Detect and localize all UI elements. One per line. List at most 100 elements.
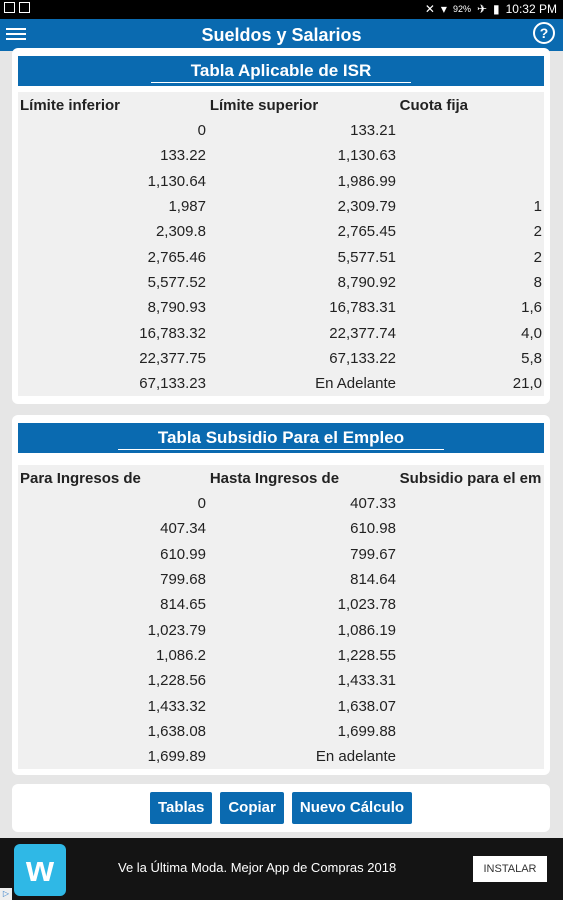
notification-icon: [4, 2, 15, 13]
table-cell: 133.21: [350, 122, 396, 140]
table-cell: 1,130.63: [337, 147, 396, 165]
table-cell: 799.67: [350, 545, 396, 563]
table-cell: 407.33: [350, 495, 396, 513]
tablas-button[interactable]: Tablas: [149, 792, 213, 824]
wifi-icon: ▾: [440, 2, 447, 16]
table-row: 814.65 1,023.78: [18, 592, 544, 617]
status-bar: ✕ ▾ 92% ✈ ▮ 10:32 PM: [0, 0, 563, 19]
airplane-icon: ✈: [476, 2, 488, 16]
table-cell: 1,638.08: [147, 722, 206, 740]
table-cell: 5,8: [521, 349, 542, 367]
table-cell: 67,133.22: [329, 349, 396, 367]
adchoices-icon[interactable]: ▷: [0, 888, 12, 900]
table-cell: 1,433.32: [147, 697, 206, 715]
table-cell: 8,790.93: [147, 299, 206, 317]
ad-banner[interactable]: w Ve la Última Moda. Mejor App de Compra…: [0, 838, 563, 900]
table-cell: 8,790.92: [337, 273, 396, 291]
nuevo-calculo-button[interactable]: Nuevo Cálculo: [291, 792, 413, 824]
table-cell: 1,699.88: [337, 722, 396, 740]
isr-title-bar: Tabla Aplicable de ISR: [18, 56, 544, 86]
table-cell: 1,6: [521, 299, 542, 317]
table-cell: 1,987: [168, 198, 206, 216]
column-header: Para Ingresos de: [20, 469, 141, 487]
table-cell: 814.64: [350, 571, 396, 589]
table-cell: 1,699.89: [147, 748, 206, 766]
table-cell: 2,309.8: [155, 223, 206, 241]
status-left-icons: [4, 2, 30, 13]
help-icon[interactable]: ?: [533, 22, 555, 44]
table-row: 2,765.46 5,577.51 2: [18, 244, 544, 269]
table-cell: 1,638.07: [337, 697, 396, 715]
app-title: Sueldos y Salarios: [201, 25, 362, 45]
table-cell: 2: [533, 248, 542, 266]
install-button[interactable]: INSTALAR: [473, 856, 547, 882]
image-icon: [19, 2, 30, 13]
table-cell: 610.99: [160, 545, 206, 563]
table-cell: 5,577.51: [337, 248, 396, 266]
table-cell: 1,433.31: [337, 672, 396, 690]
table-row: 1,433.32 1,638.07: [18, 693, 544, 718]
subsidio-card: Tabla Subsidio Para el Empleo Para Ingre…: [12, 415, 550, 775]
table-cell: 16,783.32: [139, 324, 206, 342]
column-header: Límite superior: [209, 96, 319, 114]
table-cell: En adelante: [315, 748, 396, 766]
isr-table: Límite inferior Límite superior Cuota fi…: [18, 92, 544, 397]
column-header: Límite inferior: [20, 96, 121, 114]
table-cell: 407.34: [160, 520, 206, 538]
table-cell: 2,765.46: [147, 248, 206, 266]
table-row: 1,228.56 1,433.31: [18, 668, 544, 693]
subsidio-table: Para Ingresos de Hasta Ingresos de Subsi…: [18, 465, 544, 770]
table-cell: 1,228.56: [147, 672, 206, 690]
table-row: 0 133.21: [18, 118, 544, 143]
table-cell: 1,023.79: [147, 621, 206, 639]
mute-icon: ✕: [424, 2, 435, 16]
table-row: 1,086.2 1,228.55: [18, 643, 544, 668]
table-cell: 610.98: [350, 520, 396, 538]
subsidio-header-row: Para Ingresos de Hasta Ingresos de Subsi…: [18, 465, 544, 491]
table-cell: 1,086.19: [337, 621, 396, 639]
table-row: 8,790.93 16,783.31 1,6: [18, 295, 544, 320]
isr-card: Tabla Aplicable de ISR Límite inferior L…: [12, 48, 550, 404]
table-row: 1,638.08 1,699.88: [18, 719, 544, 744]
table-cell: 1,986.99: [337, 172, 396, 190]
table-row: 16,783.32 22,377.74 4,0: [18, 320, 544, 345]
table-cell: 799.68: [160, 571, 206, 589]
table-cell: 0: [197, 495, 206, 513]
battery-level: 92%: [452, 4, 471, 14]
ad-text[interactable]: Ve la Última Moda. Mejor App de Compras …: [118, 860, 397, 875]
subsidio-title: Tabla Subsidio Para el Empleo: [117, 428, 445, 450]
table-row: 0 407.33: [18, 491, 544, 516]
table-row: 610.99 799.67: [18, 542, 544, 567]
table-row: 22,377.75 67,133.22 5,8: [18, 346, 544, 371]
table-row: 67,133.23 En Adelante 21,0: [18, 371, 544, 396]
subsidio-title-bar: Tabla Subsidio Para el Empleo: [18, 423, 544, 453]
table-cell: 1,023.78: [337, 596, 396, 614]
wish-logo[interactable]: w: [14, 844, 66, 896]
table-cell: 5,577.52: [147, 273, 206, 291]
table-cell: 1,086.2: [155, 646, 206, 664]
table-cell: 814.65: [160, 596, 206, 614]
clock: 10:32 PM: [505, 2, 557, 16]
table-cell: 2: [533, 223, 542, 241]
menu-icon[interactable]: [6, 25, 26, 43]
column-header: Subsidio para el em: [399, 469, 542, 487]
table-cell: 16,783.31: [329, 299, 396, 317]
actions-card: Tablas Copiar Nuevo Cálculo: [12, 784, 550, 832]
table-row: 2,309.8 2,765.45 2: [18, 219, 544, 244]
table-cell: 1,130.64: [147, 172, 206, 190]
table-cell: 1: [533, 198, 542, 216]
table-cell: 2,309.79: [337, 198, 396, 216]
table-row: 5,577.52 8,790.92 8: [18, 270, 544, 295]
table-cell: En Adelante: [315, 375, 396, 393]
battery-icon: ▮: [493, 2, 500, 16]
table-cell: 22,377.75: [139, 349, 206, 367]
table-cell: 67,133.23: [139, 375, 206, 393]
isr-title: Tabla Aplicable de ISR: [150, 61, 412, 83]
table-cell: 2,765.45: [337, 223, 396, 241]
table-row: 407.34 610.98: [18, 516, 544, 541]
table-cell: 0: [197, 122, 206, 140]
copiar-button[interactable]: Copiar: [220, 792, 284, 824]
table-row: 1,987 2,309.79 1: [18, 194, 544, 219]
table-row: 1,130.64 1,986.99: [18, 169, 544, 194]
column-header: Hasta Ingresos de: [209, 469, 340, 487]
